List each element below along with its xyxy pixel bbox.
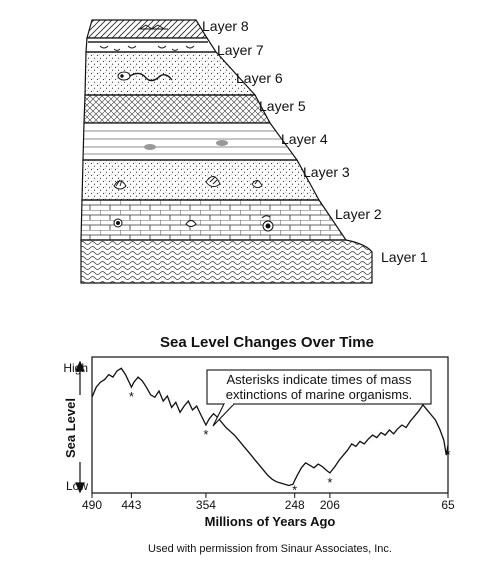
- y-high-label: High: [63, 361, 88, 375]
- layer-label-6: Layer 6: [236, 70, 283, 86]
- x-tick-label-354: 354: [196, 498, 216, 512]
- extinction-marker-354: *: [203, 427, 208, 442]
- chart-title: Sea Level Changes Over Time: [160, 334, 374, 351]
- stratum-layer-4: [83, 123, 297, 160]
- annotation-line-1: Asterisks indicate times of mass: [227, 372, 412, 387]
- layer-label-8: Layer 8: [202, 18, 249, 34]
- stratum-layer-5: [84, 95, 270, 123]
- x-axis-title: Millions of Years Ago: [205, 514, 336, 529]
- layer-label-2: Layer 2: [335, 206, 382, 222]
- annotation-line-2: extinctions of marine organisms.: [226, 387, 412, 402]
- x-axis-ticks: 490 443 354 248 206 65: [82, 493, 455, 512]
- layer-label-7: Layer 7: [217, 42, 264, 58]
- stratum-layer-1: [81, 240, 372, 283]
- stratum-layer-3: [82, 160, 319, 200]
- y-axis-title: Sea Level: [63, 398, 78, 458]
- layer-label-3: Layer 3: [303, 164, 350, 180]
- stratum-layer-7: [86, 38, 216, 52]
- x-tick-label-248: 248: [285, 498, 305, 512]
- layer-label-4: Layer 4: [281, 131, 328, 147]
- rock-strata-diagram: Layer 8 Layer 7 Layer 6 Layer 5 Layer 4 …: [81, 18, 428, 283]
- x-tick-label-206: 206: [320, 498, 340, 512]
- credit-line: Used with permission from Sinaur Associa…: [148, 543, 392, 555]
- x-tick-label-490: 490: [82, 498, 102, 512]
- layer-label-1: Layer 1: [381, 249, 428, 265]
- extinction-marker-206: *: [327, 475, 332, 490]
- stratum-layer-6: [85, 52, 255, 95]
- extinction-marker-65: *: [445, 447, 450, 462]
- x-tick-label-65: 65: [441, 498, 455, 512]
- x-tick-label-443: 443: [121, 498, 141, 512]
- extinction-marker-443: *: [129, 389, 134, 404]
- sea-level-chart: Sea Level Changes Over Time High Low Sea…: [63, 334, 455, 529]
- layer-label-5: Layer 5: [259, 98, 306, 114]
